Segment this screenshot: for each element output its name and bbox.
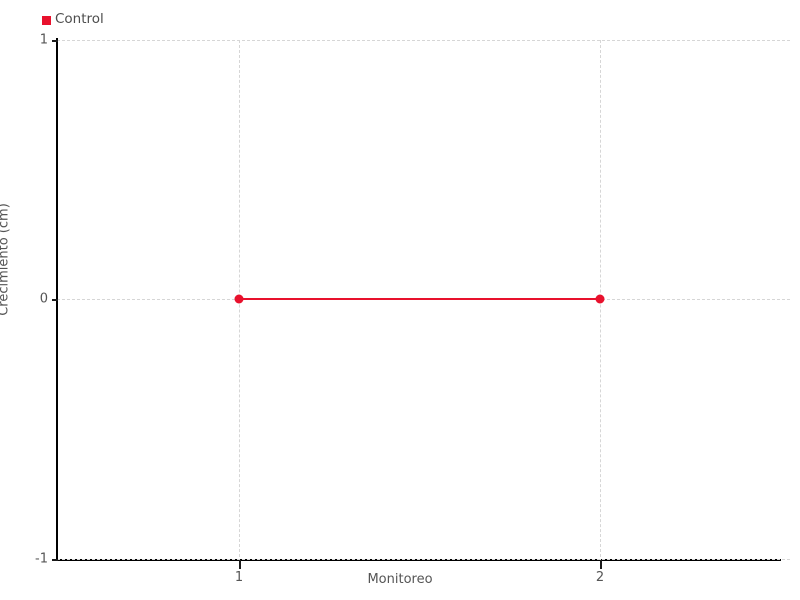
x-tick-1: 1	[235, 560, 243, 584]
x-tick-2: 2	[596, 560, 604, 584]
x-axis-title: Monitoreo	[367, 572, 433, 587]
y-tick-label-neg1: -1	[35, 551, 48, 567]
data-point-control-1[interactable]	[234, 294, 244, 304]
y-tick-label-1: 1	[39, 32, 48, 48]
x-tick-label-2: 2	[595, 570, 605, 585]
legend-swatch-control	[42, 15, 51, 25]
chart-legend: Control	[42, 11, 104, 29]
y-tick-label-0: 0	[39, 291, 48, 307]
y-axis-title: Crecimiento (cm)	[0, 203, 12, 316]
legend-label-control: Control	[55, 11, 104, 28]
series-line-control	[239, 298, 600, 300]
y-tick-neg1: -1	[35, 553, 58, 566]
x-tick-label-1: 1	[234, 570, 244, 585]
y-tick-0: 0	[40, 293, 58, 306]
data-point-control-2[interactable]	[595, 294, 605, 304]
gridline-vertical-2	[600, 40, 601, 567]
plot-area: 1 0 -1 1 2	[35, 34, 790, 584]
gridline-vertical-1	[239, 40, 240, 567]
y-tick-1: 1	[40, 34, 58, 47]
gridline-horizontal-1	[57, 40, 790, 41]
gridline-horizontal-neg1	[57, 559, 790, 560]
